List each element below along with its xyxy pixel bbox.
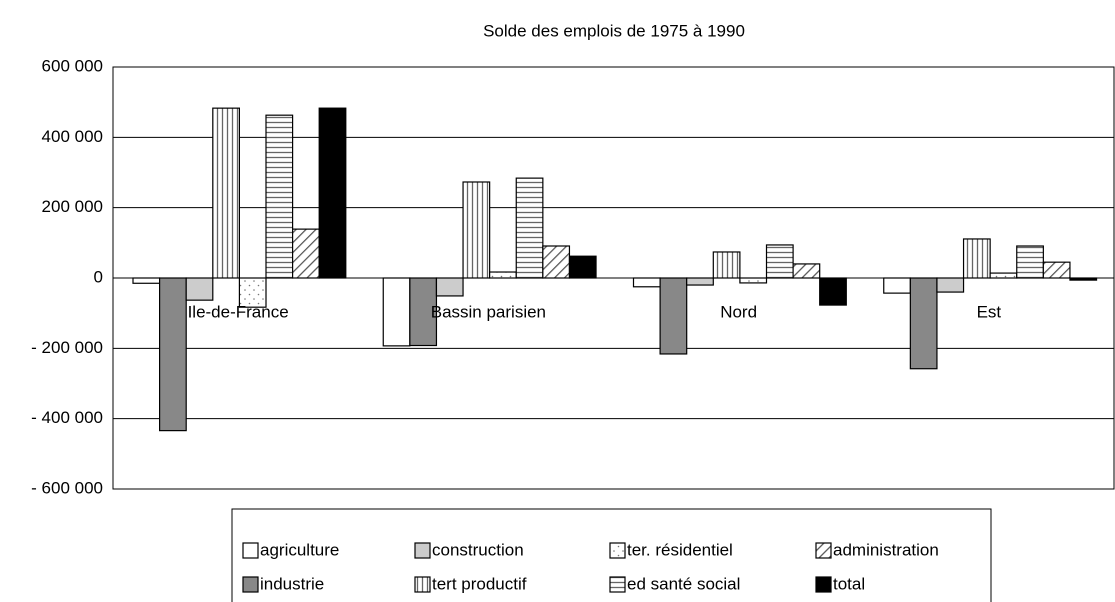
bar bbox=[883, 277, 911, 294]
bar bbox=[568, 255, 597, 279]
bar bbox=[185, 277, 214, 301]
bar bbox=[462, 181, 491, 279]
bar bbox=[739, 277, 768, 284]
bar bbox=[962, 238, 991, 279]
legend-label: construction bbox=[432, 540, 524, 559]
bar bbox=[1042, 261, 1071, 279]
bar bbox=[159, 277, 187, 432]
bar bbox=[792, 263, 821, 279]
bar bbox=[989, 272, 1018, 279]
bar bbox=[1069, 277, 1098, 281]
bar bbox=[632, 277, 661, 288]
bar bbox=[659, 277, 688, 355]
y-tick-label: 200 000 bbox=[42, 197, 103, 216]
x-tick-label: Bassin parisien bbox=[431, 302, 546, 321]
bar bbox=[712, 251, 741, 279]
legend-swatch bbox=[414, 576, 431, 593]
legend-swatch bbox=[414, 542, 431, 559]
bar bbox=[909, 277, 938, 370]
legend-swatch bbox=[815, 542, 832, 559]
y-tick-label: - 400 000 bbox=[31, 408, 103, 427]
legend-label: total bbox=[833, 574, 865, 593]
y-tick-label: - 200 000 bbox=[31, 338, 103, 357]
bar bbox=[132, 277, 161, 284]
bar bbox=[686, 277, 714, 286]
bar bbox=[409, 277, 438, 347]
bar bbox=[489, 271, 517, 279]
bar bbox=[292, 228, 320, 279]
bar bbox=[819, 277, 847, 306]
y-tick-label: 400 000 bbox=[42, 127, 103, 146]
y-tick-label: 0 bbox=[94, 267, 103, 286]
bar bbox=[1016, 245, 1044, 279]
chart-title: Solde des emplois de 1975 à 1990 bbox=[483, 21, 745, 40]
legend-swatch bbox=[242, 576, 259, 593]
x-tick-label: Nord bbox=[720, 302, 757, 321]
x-tick-label: Est bbox=[977, 302, 1002, 321]
legend-swatch bbox=[609, 576, 626, 593]
bar bbox=[382, 277, 411, 347]
y-tick-label: - 600 000 bbox=[31, 478, 103, 497]
legend-swatch bbox=[815, 576, 832, 593]
legend-label: tert productif bbox=[432, 574, 527, 593]
bar bbox=[515, 177, 544, 279]
bar bbox=[765, 244, 794, 279]
bar bbox=[435, 277, 464, 297]
legend-label: administration bbox=[833, 540, 939, 559]
bar bbox=[542, 245, 571, 279]
bar bbox=[936, 277, 965, 293]
x-tick-label: Ile-de-France bbox=[188, 302, 289, 321]
legend-label: ter. résidentiel bbox=[627, 540, 733, 559]
bar bbox=[238, 277, 267, 308]
bar bbox=[212, 107, 241, 279]
legend-label: ed santé social bbox=[627, 574, 740, 593]
legend-label: agriculture bbox=[260, 540, 339, 559]
bar bbox=[265, 114, 294, 279]
y-tick-label: 600 000 bbox=[42, 56, 103, 75]
legend-swatch bbox=[609, 542, 626, 559]
legend-label: industrie bbox=[260, 574, 324, 593]
legend-swatch bbox=[242, 542, 259, 559]
bar bbox=[318, 107, 347, 279]
